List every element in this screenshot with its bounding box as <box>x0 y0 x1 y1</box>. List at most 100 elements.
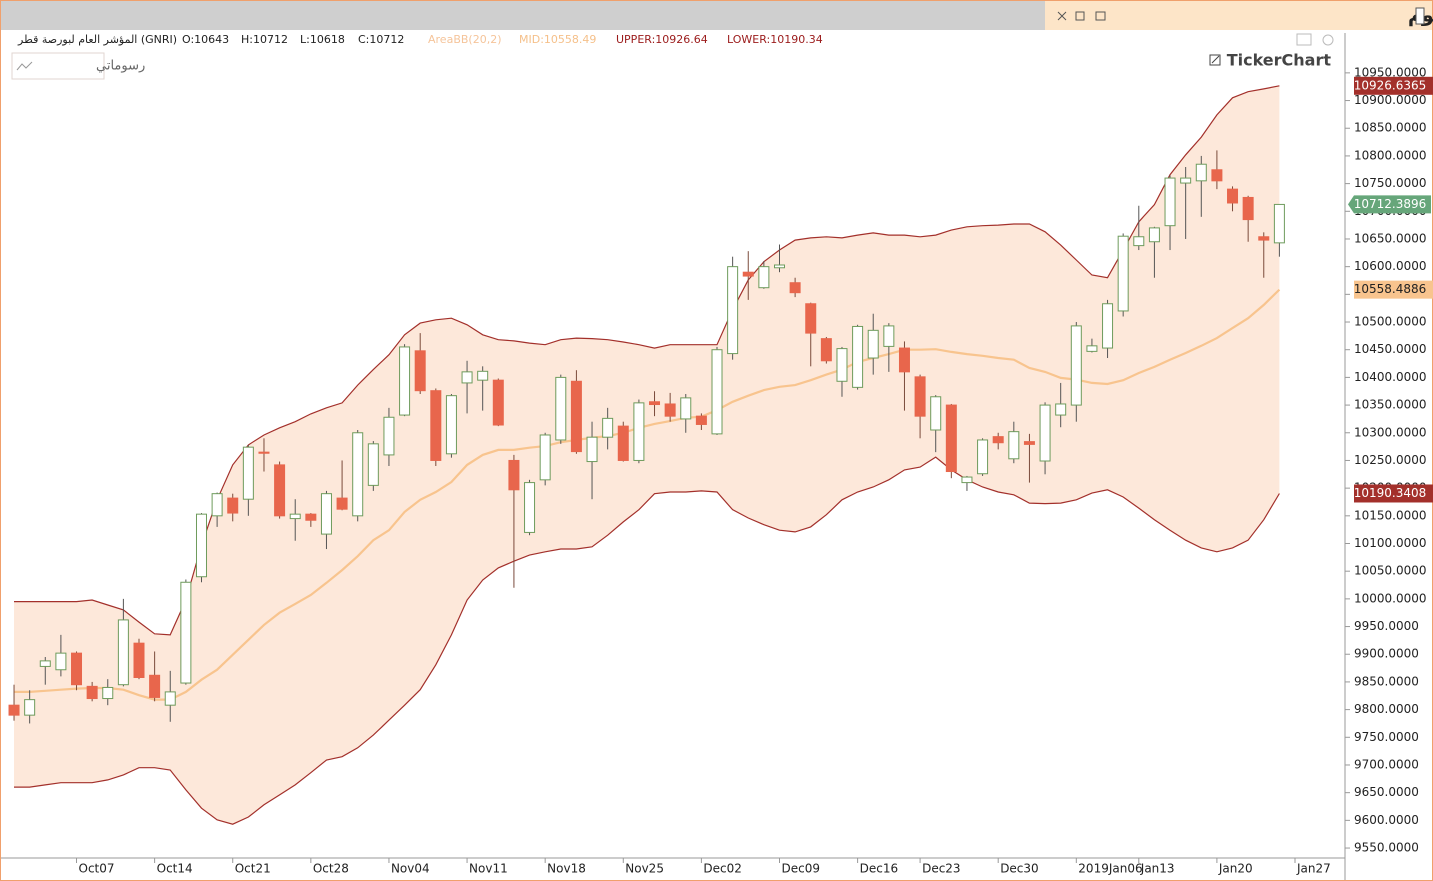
candle-body <box>39 660 51 667</box>
band-upper-label: UPPER:10926.64 <box>616 33 708 46</box>
x-tick-label: Oct14 <box>157 862 193 876</box>
ohlc-low: L:10618 <box>300 33 345 46</box>
y-tick-label: 9650.0000 <box>1354 785 1419 799</box>
candle-body <box>820 338 832 362</box>
candle-body <box>773 264 785 269</box>
candle-body <box>508 459 520 491</box>
candle-body <box>945 404 957 473</box>
candle-body <box>1227 188 1239 204</box>
x-tick-label: Oct28 <box>313 862 349 876</box>
close-button[interactable] <box>1057 11 1067 21</box>
price-tag <box>1348 195 1431 214</box>
candle-body <box>664 403 676 417</box>
candle-body <box>477 370 489 381</box>
x-tick-label: 2019Jan06 <box>1078 862 1142 876</box>
candle-body <box>164 691 176 706</box>
candle-body <box>320 493 332 535</box>
drawings-label[interactable]: رسوماتي <box>96 59 145 74</box>
candle-body <box>430 390 442 461</box>
band-mid <box>14 288 1281 701</box>
candle-body <box>883 325 895 347</box>
price-tag-label: 10558.4886 <box>1354 282 1427 296</box>
x-tick-label: Nov18 <box>547 862 586 876</box>
panel-maximize[interactable] <box>1296 33 1312 46</box>
candle-body <box>914 376 926 417</box>
candle-body <box>1273 203 1285 244</box>
panel-settings[interactable] <box>1322 34 1334 46</box>
x-tick-label: Nov25 <box>625 862 664 876</box>
band-fill <box>14 85 1280 825</box>
candle-body <box>1102 303 1114 349</box>
symbol-label: المؤشر العام لبورصة قطر (GNRI) <box>17 33 177 46</box>
x-tick-label: Dec16 <box>860 862 899 876</box>
band-lower <box>14 456 1280 825</box>
button-frame[interactable] <box>11 52 105 80</box>
candle-body <box>180 581 192 684</box>
x-tick-label: Oct21 <box>235 862 271 876</box>
candle-body <box>211 493 223 517</box>
candle-body <box>836 348 848 382</box>
y-tick-label: 9550.0000 <box>1354 841 1419 855</box>
candle-body <box>539 434 551 481</box>
candle-body <box>367 443 379 486</box>
candle-body <box>695 415 707 425</box>
ohlc-close: C:10712 <box>358 33 404 46</box>
candle-body <box>992 436 1004 444</box>
brand-icon <box>1209 54 1221 66</box>
y-tick-label: 10400.0000 <box>1354 370 1427 384</box>
x-tick-label: Dec30 <box>1000 862 1039 876</box>
x-tick-label: Dec02 <box>703 862 742 876</box>
brand: TickerChart <box>1227 51 1332 70</box>
candle-body <box>727 266 739 355</box>
candle-body <box>1039 404 1051 462</box>
candle-body <box>867 329 879 359</box>
candle-body <box>524 482 536 533</box>
y-tick-label: 10000.0000 <box>1354 591 1427 605</box>
y-tick-label: 10100.0000 <box>1354 536 1427 550</box>
candle-body <box>602 417 614 438</box>
price-tag <box>1354 280 1433 299</box>
button-icon <box>16 61 33 71</box>
candle-body <box>414 350 426 392</box>
y-tick-label: 9900.0000 <box>1354 647 1419 661</box>
candle-body <box>399 346 411 416</box>
candle-body <box>789 282 801 294</box>
window-controls <box>1057 11 1106 21</box>
candle-body <box>1180 177 1192 184</box>
candle-body <box>1133 236 1145 247</box>
candle-body <box>305 513 317 521</box>
price-tag <box>1354 484 1433 503</box>
y-tick-label: 10050.0000 <box>1354 564 1427 578</box>
price-tag-label: 10712.3896 <box>1354 197 1427 211</box>
title-bar <box>1 1 1045 30</box>
menu-button[interactable] <box>1415 7 1425 25</box>
indicator-label: AreaBB(20,2) <box>428 33 501 46</box>
y-tick-label: 9600.0000 <box>1354 813 1419 827</box>
candle-body <box>1242 196 1254 221</box>
candle-body <box>1023 441 1035 445</box>
plot-area <box>8 85 1285 825</box>
price-tag-label: 10190.3408 <box>1354 486 1427 500</box>
y-tick-label: 10150.0000 <box>1354 508 1427 522</box>
candle-body <box>1195 163 1207 182</box>
candle-body <box>1008 431 1020 460</box>
candle-body <box>102 686 114 700</box>
title-panel <box>1045 1 1432 30</box>
candle-body <box>586 436 598 463</box>
y-tick-label: 10350.0000 <box>1354 398 1427 412</box>
y-tick-label: 10750.0000 <box>1354 176 1427 190</box>
candle-body <box>711 349 723 435</box>
candle-body <box>852 325 864 388</box>
candle-body <box>1211 169 1223 182</box>
x-tick-label: Dec23 <box>922 862 961 876</box>
candle-body <box>492 379 504 426</box>
x-tick-label: Nov11 <box>469 862 508 876</box>
x-tick-label: Jan20 <box>1218 862 1253 876</box>
candle-body <box>117 619 129 686</box>
drawings-button[interactable]: رسوماتي <box>11 52 145 80</box>
restore-button[interactable] <box>1075 11 1085 21</box>
candle-body <box>461 371 473 384</box>
candle-body <box>1055 403 1067 416</box>
minimize-button[interactable] <box>1095 11 1106 21</box>
